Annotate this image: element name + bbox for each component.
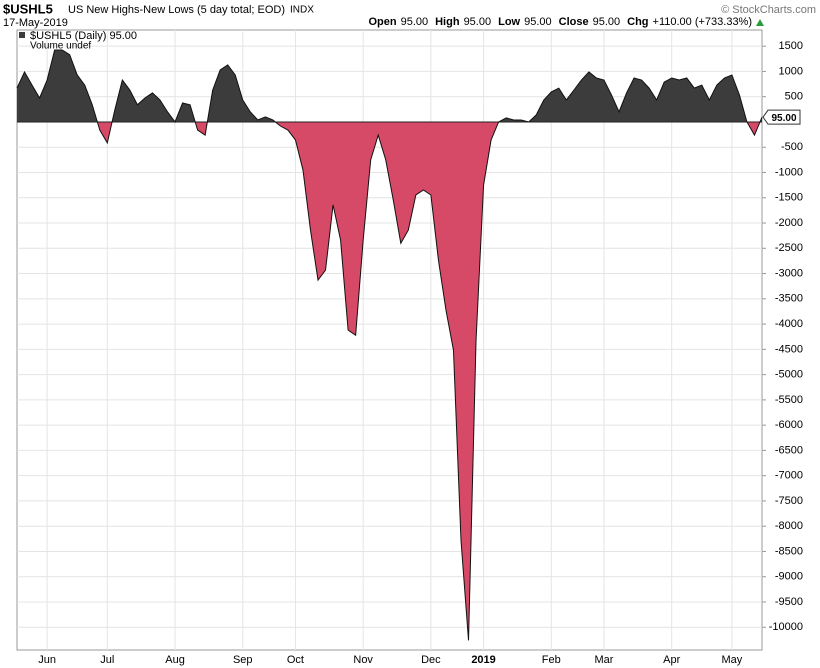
y-tick-label: -10000	[769, 621, 803, 633]
y-tick-label: -7000	[775, 470, 803, 482]
quote-value: 95.00	[464, 16, 492, 28]
marks	[16, 49, 763, 641]
quote: Open 95.00 High 95.00 Low 95.00 Close 95.00 Chg +…	[368, 16, 752, 28]
credit: © StockCharts.com	[721, 4, 816, 16]
x-tick-label: Oct	[287, 654, 304, 666]
y-tick-label: -6500	[775, 444, 803, 456]
x-tick-label: Jul	[100, 654, 114, 666]
quote-value: 95.00	[524, 16, 552, 28]
quote-value: +110.00 (+733.33%)	[653, 16, 752, 28]
quote-line: Open 95.00 High 95.00 Low 95.00 Close 95.00 Chg +…	[368, 16, 752, 28]
quote-label: Open	[368, 16, 396, 28]
y-tick-label: -4000	[775, 318, 803, 330]
y-tick-label: -2500	[775, 242, 803, 254]
quote-label: Low	[498, 16, 520, 28]
legend: $USHL5 (Daily) 95.00	[30, 30, 137, 42]
y-tick-label: 500	[785, 91, 803, 103]
up-arrow	[756, 19, 764, 26]
y-tick-label: -4500	[775, 343, 803, 355]
quote-label: Close	[559, 16, 589, 28]
x-tick-label: Dec	[421, 654, 441, 666]
date: 17-May-2019	[3, 17, 68, 29]
y-tick-label: -8500	[775, 545, 803, 557]
y-tick-label: 1500	[779, 40, 803, 52]
quote-label: Chg	[627, 16, 648, 28]
x-tick-label: Aug	[165, 654, 185, 666]
x-tick-label: Apr	[663, 654, 680, 666]
y-tick-label: -1500	[775, 192, 803, 204]
y-tick-label: -9500	[775, 596, 803, 608]
x-tick-label: Nov	[353, 654, 373, 666]
line	[16, 49, 763, 641]
price-box	[762, 109, 801, 125]
exchange: INDX	[290, 5, 314, 16]
y-tick-label: -6000	[775, 419, 803, 431]
area-positive	[17, 49, 762, 122]
x-tick-label: May	[722, 654, 743, 666]
x-tick-label: Feb	[542, 654, 561, 666]
x-tick-label: Mar	[594, 654, 613, 666]
x-tick-label: Sep	[233, 654, 253, 666]
y-tick-label: -5000	[775, 369, 803, 381]
quote-value: 95.00	[593, 16, 621, 28]
y-tick-label: -7500	[775, 495, 803, 507]
y-tick-label: -2000	[775, 217, 803, 229]
y-tick-label: -3500	[775, 293, 803, 305]
description: US New Highs-New Lows (5 day total; EOD)	[68, 4, 285, 16]
legend-swatch	[19, 32, 25, 38]
volume-note: Volume undef	[30, 41, 91, 52]
quote-label: High	[435, 16, 460, 28]
y-tick-label: 1000	[779, 65, 803, 77]
x-tick-label: 2019	[471, 654, 495, 666]
plot-frame	[16, 29, 763, 651]
y-tick-label: -3000	[775, 267, 803, 279]
y-tick-label: -500	[781, 141, 803, 153]
y-tick-label: -9000	[775, 571, 803, 583]
y-tick-label: -8000	[775, 520, 803, 532]
y-tick-label: -1000	[775, 166, 803, 178]
y-tick-label: -5500	[775, 394, 803, 406]
quote-value: 95.00	[401, 16, 429, 28]
symbol: $USHL5	[3, 1, 53, 16]
x-tick-label: Jun	[38, 654, 56, 666]
grid	[17, 30, 762, 650]
price-label: 95.00	[771, 113, 796, 124]
